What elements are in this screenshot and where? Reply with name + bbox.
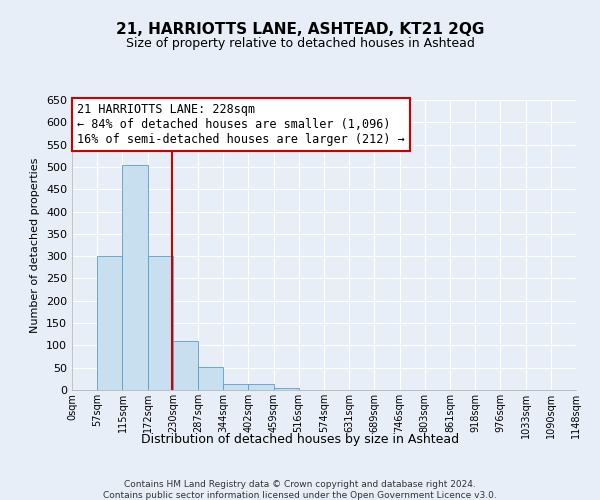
Y-axis label: Number of detached properties: Number of detached properties [31, 158, 40, 332]
Bar [122, 164, 148, 390]
Text: 21, HARRIOTTS LANE, ASHTEAD, KT21 2QG: 21, HARRIOTTS LANE, ASHTEAD, KT21 2QG [116, 22, 484, 38]
Text: Contains public sector information licensed under the Open Government Licence v3: Contains public sector information licen… [103, 491, 497, 500]
Bar [97, 256, 122, 390]
Text: Contains HM Land Registry data © Crown copyright and database right 2024.: Contains HM Land Registry data © Crown c… [124, 480, 476, 489]
Text: Distribution of detached houses by size in Ashtead: Distribution of detached houses by size … [141, 432, 459, 446]
Bar [274, 388, 299, 390]
Text: 21 HARRIOTTS LANE: 228sqm
← 84% of detached houses are smaller (1,096)
16% of se: 21 HARRIOTTS LANE: 228sqm ← 84% of detac… [77, 103, 405, 146]
Bar [173, 341, 198, 390]
Bar [248, 384, 274, 390]
Bar [198, 367, 223, 390]
Bar [223, 384, 248, 390]
Text: Size of property relative to detached houses in Ashtead: Size of property relative to detached ho… [125, 38, 475, 51]
Bar [148, 256, 173, 390]
